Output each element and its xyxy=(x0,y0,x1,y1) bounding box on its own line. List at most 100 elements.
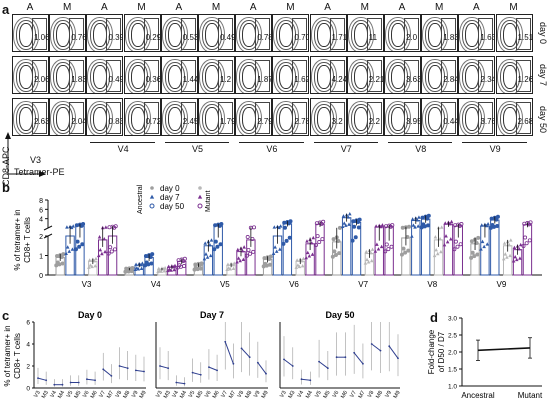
data-point xyxy=(130,266,135,271)
panel-b-chart: 0 1 2 4 6 8 % of tetramer+ in CD8+ T cells V3 V4 V… xyxy=(13,184,542,289)
flow-gate xyxy=(180,18,196,50)
data-point xyxy=(163,266,167,270)
paired-line xyxy=(192,372,201,376)
data-point xyxy=(410,234,414,238)
flow-gate xyxy=(143,18,159,50)
column-header: A xyxy=(175,2,183,13)
flow-population-contour xyxy=(93,23,108,47)
flow-population-contour xyxy=(93,107,108,131)
gate-percentage: 1.51 xyxy=(517,33,533,42)
data-point xyxy=(305,250,310,255)
legend-ancestral: Ancestral xyxy=(137,184,144,214)
data-point xyxy=(362,362,364,365)
data-point xyxy=(397,357,399,360)
data-point xyxy=(110,375,113,377)
flow-gate xyxy=(329,60,345,92)
column-header: M xyxy=(211,2,221,13)
gate-percentage: 3.63 xyxy=(406,75,421,84)
flow-plot-cell: 0.49 xyxy=(198,14,235,52)
data-point xyxy=(263,261,268,266)
data-point xyxy=(241,257,246,262)
data-point xyxy=(301,256,306,261)
column-header: M xyxy=(360,2,369,13)
data-point xyxy=(129,269,134,274)
column-header: M xyxy=(137,2,146,13)
group-label: V9 xyxy=(489,144,501,154)
paired-line xyxy=(353,352,364,365)
x-tick-label: V4 xyxy=(171,390,180,399)
paired-line xyxy=(257,362,267,374)
data-point xyxy=(283,358,285,361)
data-point xyxy=(482,244,486,249)
panel-b-label: b xyxy=(2,180,10,195)
data-point xyxy=(399,252,404,257)
flow-gate xyxy=(515,18,531,50)
data-point xyxy=(380,223,385,227)
y-tick-label: 0 xyxy=(26,386,30,393)
data-point xyxy=(216,369,218,372)
legend-label: day 50 xyxy=(160,202,185,211)
data-point xyxy=(236,247,240,252)
data-point xyxy=(305,239,309,243)
data-point xyxy=(65,245,70,249)
data-point xyxy=(479,247,483,251)
flow-population-contour xyxy=(56,65,71,89)
data-point xyxy=(248,356,251,359)
data-point xyxy=(326,367,329,370)
data-point xyxy=(182,256,187,261)
data-point xyxy=(369,258,374,263)
data-point xyxy=(417,215,421,219)
x-tick-label: M5 xyxy=(73,390,82,400)
flow-gate xyxy=(32,60,47,92)
gate-percentage: 2.78 xyxy=(294,117,310,126)
flow-plot-cell: 1.63 xyxy=(458,14,496,52)
flow-gate xyxy=(441,102,457,134)
paired-line xyxy=(135,369,145,372)
flow-gate xyxy=(441,60,457,92)
flow-gate xyxy=(218,102,233,134)
gate-percentage: 2.04 xyxy=(71,117,87,126)
x-tick-label: M4 xyxy=(179,390,188,400)
group-label: V8 xyxy=(415,144,427,154)
flow-gate xyxy=(218,18,233,50)
data-point xyxy=(527,238,532,243)
flow-gate xyxy=(218,60,233,92)
data-point xyxy=(108,245,113,250)
flow-gate xyxy=(32,102,47,134)
gate-percentage: 1.79 xyxy=(220,117,235,126)
data-point xyxy=(236,256,241,260)
data-point xyxy=(401,246,406,251)
gate-percentage: 2.45 xyxy=(182,117,198,126)
row-label: day 0 xyxy=(538,22,548,45)
flow-gate xyxy=(143,102,159,134)
data-point xyxy=(347,212,352,216)
flow-population-contour xyxy=(428,107,443,131)
paired-line xyxy=(119,365,128,369)
flow-plot-cell: 1.2 xyxy=(198,56,235,94)
y-axis-label: Fold-change xyxy=(427,329,436,374)
data-point xyxy=(256,361,259,364)
data-point xyxy=(209,238,214,242)
data-point xyxy=(474,240,479,245)
data-point xyxy=(102,236,107,241)
x-tick-label: V8 xyxy=(427,280,437,289)
flow-population-contour xyxy=(167,23,182,47)
flow-gate xyxy=(106,60,122,92)
data-point xyxy=(107,225,112,230)
gate-percentage: 2.06 xyxy=(34,75,49,84)
data-point xyxy=(228,267,233,271)
data-point xyxy=(507,242,512,247)
data-point xyxy=(166,264,171,268)
data-point xyxy=(98,248,103,252)
flow-gate xyxy=(366,60,382,92)
flow-plot-cell: 3.63 xyxy=(384,56,421,94)
data-point xyxy=(455,244,460,249)
data-point xyxy=(172,267,177,272)
data-point xyxy=(495,223,500,228)
legend-marker xyxy=(197,194,203,199)
paired-line xyxy=(301,378,311,381)
x-tick-label: M6 xyxy=(340,390,349,400)
column-header: M xyxy=(63,2,72,13)
gate-percentage: 0.78 xyxy=(257,33,273,42)
x-tick-label: V9 xyxy=(384,390,393,399)
